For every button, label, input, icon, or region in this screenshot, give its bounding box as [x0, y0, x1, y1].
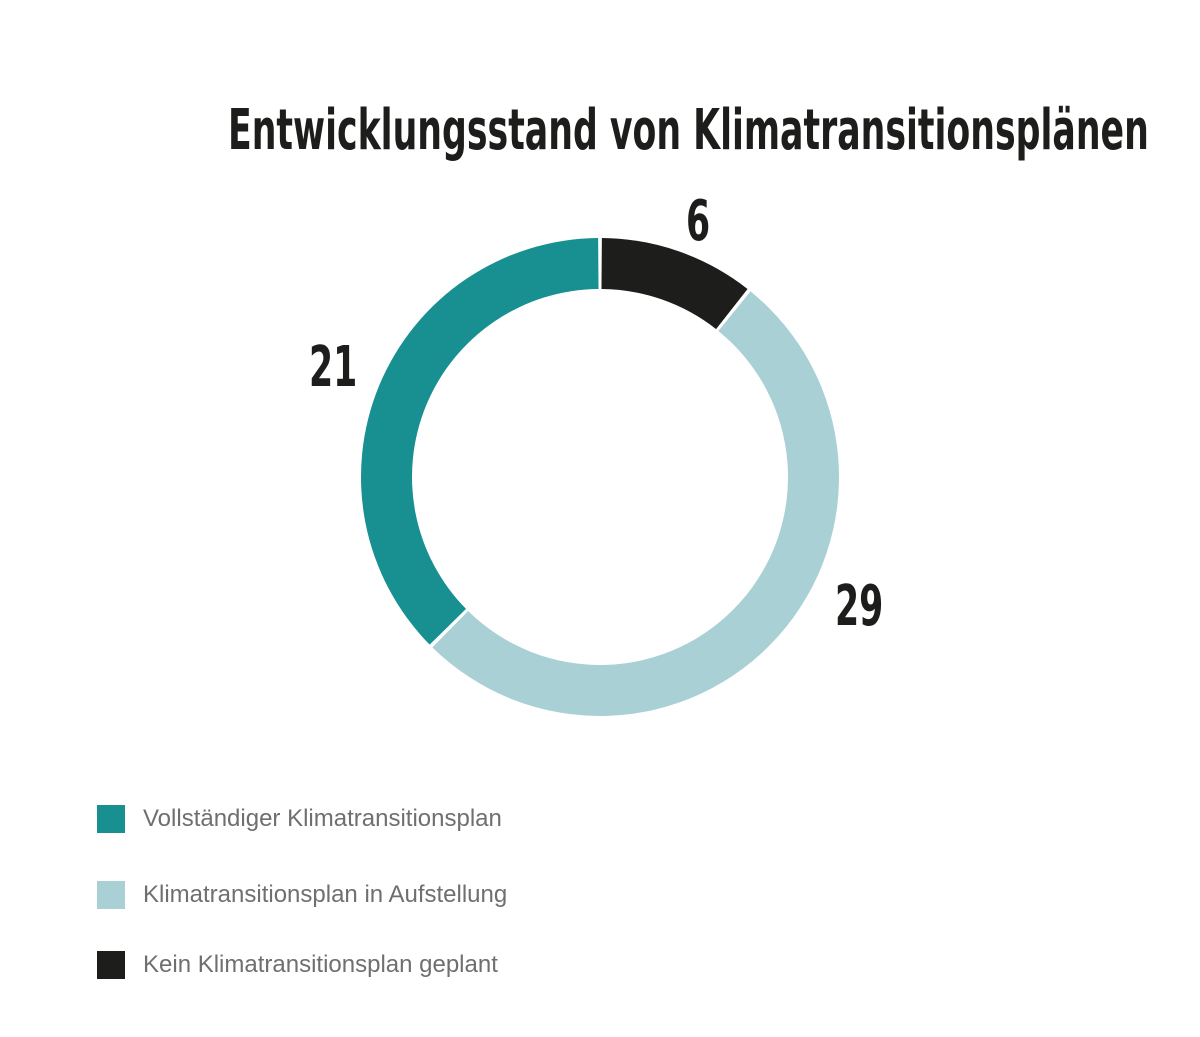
segment-complete: [361, 238, 599, 645]
legend-item-complete: Vollständiger Klimatransitionsplan: [97, 805, 697, 833]
legend-swatch-in-progress: [97, 881, 125, 909]
legend-item-none: Kein Klimatransitionsplan geplant: [97, 951, 697, 979]
legend-label: Klimatransitionsplan in Aufstellung: [143, 881, 508, 908]
legend-label: Vollständiger Klimatransitionsplan: [143, 805, 502, 832]
value-label-in-progress: 29: [835, 574, 884, 639]
legend-label: Kein Klimatransitionsplan geplant: [143, 951, 498, 978]
value-label-complete: 21: [309, 335, 358, 400]
donut-segments: [361, 238, 839, 716]
legend-swatch-complete: [97, 805, 125, 833]
segment-in-progress: [432, 291, 839, 716]
legend-swatch-none: [97, 951, 125, 979]
legend-item-in-progress: Klimatransitionsplan in Aufstellung: [97, 881, 697, 909]
segment-none: [601, 238, 748, 330]
value-label-none: 6: [686, 189, 711, 254]
